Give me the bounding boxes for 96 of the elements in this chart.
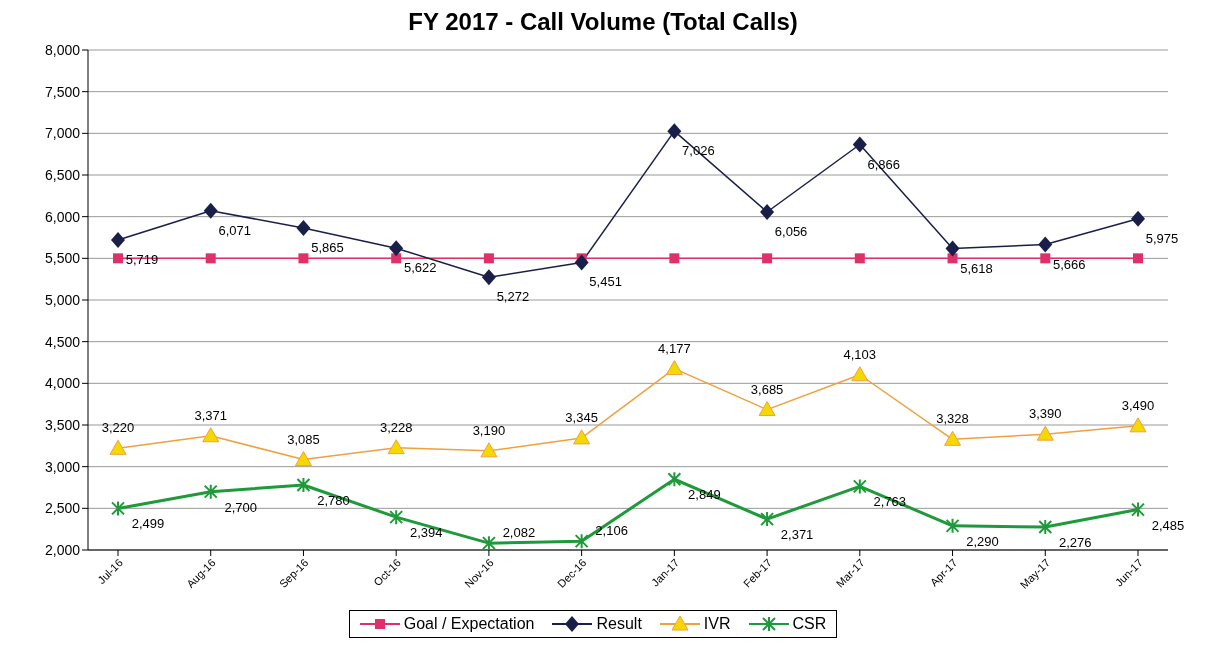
point <box>945 240 960 257</box>
data-label: 6,071 <box>218 222 251 238</box>
y-tick-label: 4,500 <box>44 333 81 350</box>
y-tick-label: 8,000 <box>44 41 81 58</box>
data-label: 5,272 <box>496 289 530 305</box>
point <box>480 442 498 458</box>
point <box>667 123 682 140</box>
point <box>669 253 680 264</box>
data-label: 3,085 <box>287 431 320 447</box>
data-label: 5,622 <box>403 260 437 276</box>
y-tick-label: 7,500 <box>44 83 81 100</box>
data-label: 2,700 <box>224 499 257 515</box>
data-label: 6,056 <box>774 224 808 239</box>
point <box>387 439 405 455</box>
point <box>1040 253 1051 264</box>
point <box>665 360 683 376</box>
point <box>294 451 312 467</box>
point <box>1036 425 1054 441</box>
point <box>945 517 960 534</box>
point <box>1131 210 1145 227</box>
data-label: 5,618 <box>960 260 993 276</box>
legend-label: IVR <box>702 615 731 633</box>
data-label: 3,328 <box>936 411 969 427</box>
point <box>851 366 869 382</box>
point <box>947 253 958 264</box>
point <box>481 269 496 286</box>
data-label: 5,975 <box>1145 230 1179 246</box>
y-tick-label: 4,000 <box>44 375 81 392</box>
y-tick-label: 5,500 <box>44 250 81 267</box>
point <box>758 401 776 417</box>
y-tick-label: 6,000 <box>44 208 81 225</box>
point <box>1133 253 1143 264</box>
data-label: 2,499 <box>131 516 165 532</box>
y-tick-label: 6,500 <box>44 166 81 183</box>
data-label: 5,666 <box>1053 256 1086 272</box>
legend-label: CSR <box>791 615 827 633</box>
data-label: 2,082 <box>502 525 536 541</box>
point <box>296 477 311 493</box>
point <box>1038 519 1053 535</box>
point <box>205 253 216 264</box>
data-label: 2,371 <box>780 527 814 543</box>
point <box>389 509 404 526</box>
point <box>854 253 865 264</box>
data-label: 2,485 <box>1151 517 1185 533</box>
y-tick-label: 2,500 <box>44 500 81 517</box>
point <box>481 535 496 550</box>
data-label: 4,103 <box>843 346 877 362</box>
legend-label: Result <box>595 615 642 633</box>
data-label: 3,685 <box>750 381 784 397</box>
data-label: 5,451 <box>589 274 622 290</box>
point <box>944 430 962 446</box>
point <box>762 253 773 264</box>
data-label: 3,228 <box>379 419 413 435</box>
point <box>203 202 218 219</box>
point <box>574 254 589 271</box>
y-tick-label: 2,000 <box>44 541 81 558</box>
chart-title: FY 2017 - Call Volume (Total Calls) <box>407 8 799 37</box>
y-tick-label: 3,000 <box>44 458 81 475</box>
legend-label: Goal / Expectation <box>402 615 535 633</box>
data-label: 2,290 <box>966 533 999 549</box>
point <box>852 136 867 153</box>
point <box>667 471 682 488</box>
point <box>1129 417 1147 433</box>
point <box>389 240 404 257</box>
data-label: 3,490 <box>1121 397 1155 413</box>
data-label: 3,190 <box>472 422 506 438</box>
point <box>573 429 591 445</box>
point <box>111 500 125 517</box>
data-label: 3,371 <box>194 407 227 423</box>
point <box>760 511 775 528</box>
data-label: 5,865 <box>311 239 344 255</box>
point <box>852 478 867 495</box>
data-label: 2,106 <box>595 523 628 539</box>
data-label: 3,345 <box>565 409 598 425</box>
data-label: 3,390 <box>1029 406 1062 422</box>
point <box>574 533 589 550</box>
point <box>203 483 218 500</box>
point <box>391 253 402 264</box>
data-label: 3,220 <box>101 420 135 436</box>
point <box>113 253 123 264</box>
point <box>298 253 309 264</box>
y-tick-label: 5,000 <box>44 291 81 308</box>
data-label: 2,394 <box>409 525 443 541</box>
point <box>296 219 311 236</box>
point <box>1131 501 1145 518</box>
point <box>1038 236 1053 253</box>
data-label: 2,276 <box>1059 535 1092 550</box>
point <box>111 232 125 249</box>
point <box>483 253 494 264</box>
data-label: 2,780 <box>317 493 350 508</box>
y-tick-label: 3,500 <box>44 416 81 433</box>
point <box>202 427 220 443</box>
y-tick-label: 7,000 <box>44 125 81 142</box>
point <box>109 439 127 455</box>
point <box>760 204 775 220</box>
data-label: 4,177 <box>658 340 691 356</box>
